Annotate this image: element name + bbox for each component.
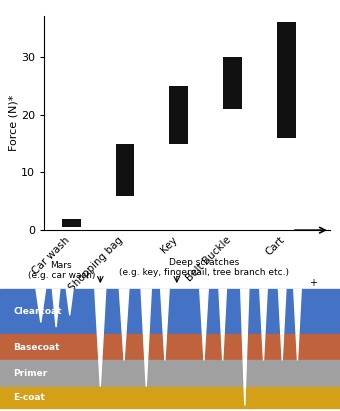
- Polygon shape: [260, 289, 267, 360]
- Polygon shape: [119, 289, 129, 360]
- Polygon shape: [278, 289, 286, 360]
- Bar: [0, 386, 340, 408]
- Y-axis label: Force (N)*: Force (N)*: [8, 95, 18, 152]
- Bar: [0, 334, 340, 360]
- Bar: [116, 143, 134, 196]
- Text: Mars
(e.g. car wash): Mars (e.g. car wash): [28, 261, 95, 280]
- Polygon shape: [36, 289, 46, 322]
- Polygon shape: [294, 289, 301, 360]
- Polygon shape: [161, 289, 169, 360]
- Bar: [223, 57, 242, 109]
- Text: Basecoat: Basecoat: [14, 343, 60, 352]
- Text: Clearcoat: Clearcoat: [14, 307, 62, 316]
- Bar: [169, 86, 188, 143]
- Text: +: +: [309, 278, 317, 288]
- Polygon shape: [95, 289, 106, 386]
- Text: Primer: Primer: [14, 369, 48, 378]
- Polygon shape: [52, 289, 60, 327]
- Bar: [277, 22, 296, 138]
- Text: E-coat: E-coat: [14, 393, 46, 402]
- Bar: [0, 360, 340, 386]
- Bar: [62, 219, 81, 227]
- Polygon shape: [200, 289, 208, 360]
- Polygon shape: [141, 289, 151, 386]
- Polygon shape: [241, 289, 249, 406]
- Polygon shape: [66, 289, 73, 315]
- Bar: [0, 289, 340, 334]
- Polygon shape: [219, 289, 226, 360]
- Text: Deep scratches
(e.g. key, fingernail, tree branch etc.): Deep scratches (e.g. key, fingernail, tr…: [119, 258, 289, 277]
